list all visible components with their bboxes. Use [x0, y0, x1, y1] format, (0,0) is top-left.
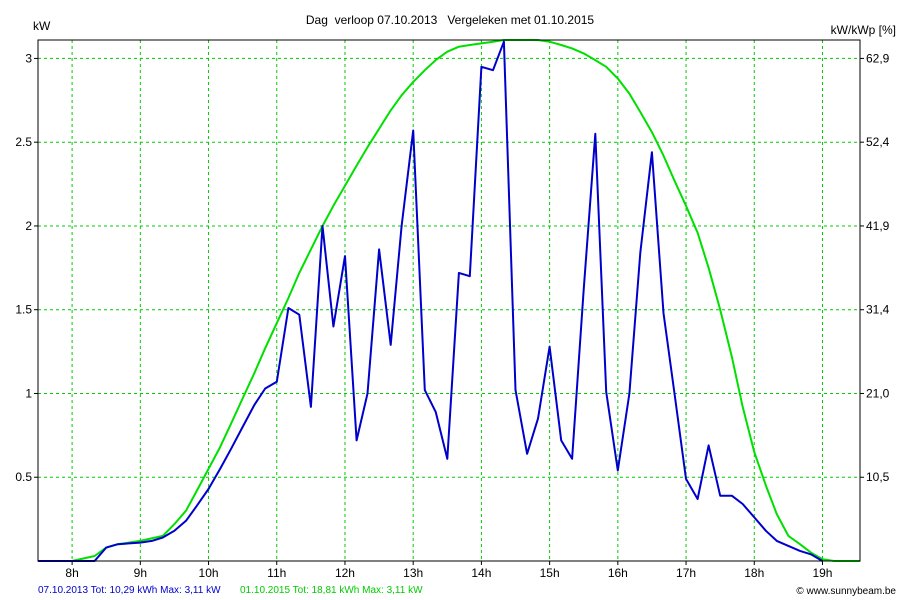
- x-tick-label-4: 12h: [335, 566, 355, 580]
- y-right-tick-label-2: 31,4: [866, 303, 890, 317]
- y-axis-left-label: kW: [33, 19, 51, 33]
- x-tick-label-11: 19h: [812, 566, 832, 580]
- x-tick-label-2: 10h: [199, 566, 219, 580]
- series-layer: [38, 39, 860, 562]
- x-tick-label-10: 18h: [744, 566, 764, 580]
- grid-layer: [38, 40, 860, 561]
- y-left-tick-label-2: 1.5: [15, 303, 32, 317]
- x-tick-label-0: 8h: [65, 566, 78, 580]
- y-right-tick-label-3: 41,9: [866, 219, 890, 233]
- x-tick-label-9: 17h: [676, 566, 696, 580]
- y-left-tick-label-0: 0.5: [15, 470, 32, 484]
- footer-credit: © www.sunnybeam.be: [796, 586, 896, 597]
- y-right-tick-label-0: 10,5: [866, 470, 890, 484]
- y-right-tick-label-1: 21,0: [866, 386, 890, 400]
- y-left-tick-label-5: 3: [25, 51, 32, 65]
- x-tick-label-1: 9h: [134, 566, 147, 580]
- series-line-07-10-2013: [38, 40, 824, 562]
- x-tick-label-7: 15h: [540, 566, 560, 580]
- tick-label-layer: 8h 9h 10h 11h 12h 13h 14h 15h 16h 17h 18h 19h 0.5 1 1.…: [15, 51, 889, 580]
- footer-blue-text: 07.10.2013 Tot: 10,29 kWh Max: 3,11 kW: [38, 585, 221, 596]
- y-left-tick-label-4: 2.5: [15, 135, 32, 149]
- y-left-tick-label-3: 2: [25, 219, 32, 233]
- footer-green-text: 01.10.2015 Tot: 18,81 kWh Max: 3,11 kW: [240, 585, 423, 596]
- x-tick-label-6: 14h: [471, 566, 491, 580]
- x-tick-label-3: 11h: [267, 566, 286, 580]
- y-axis-right-label: kW/kWp [%]: [831, 23, 896, 37]
- y-left-tick-label-1: 1: [25, 386, 32, 400]
- x-tick-label-8: 16h: [608, 566, 628, 580]
- plot-frame: [37, 39, 861, 562]
- y-right-tick-label-5: 62,9: [866, 51, 890, 65]
- plot-area: [38, 40, 860, 561]
- y-right-tick-label-4: 52,4: [866, 135, 890, 149]
- x-tick-label-5: 13h: [403, 566, 423, 580]
- chart-title: Dag verloop 07.10.2013 Vergeleken met 01…: [306, 13, 595, 27]
- axis-layer: [37, 39, 861, 562]
- series-line-01-10-2015: [38, 39, 860, 562]
